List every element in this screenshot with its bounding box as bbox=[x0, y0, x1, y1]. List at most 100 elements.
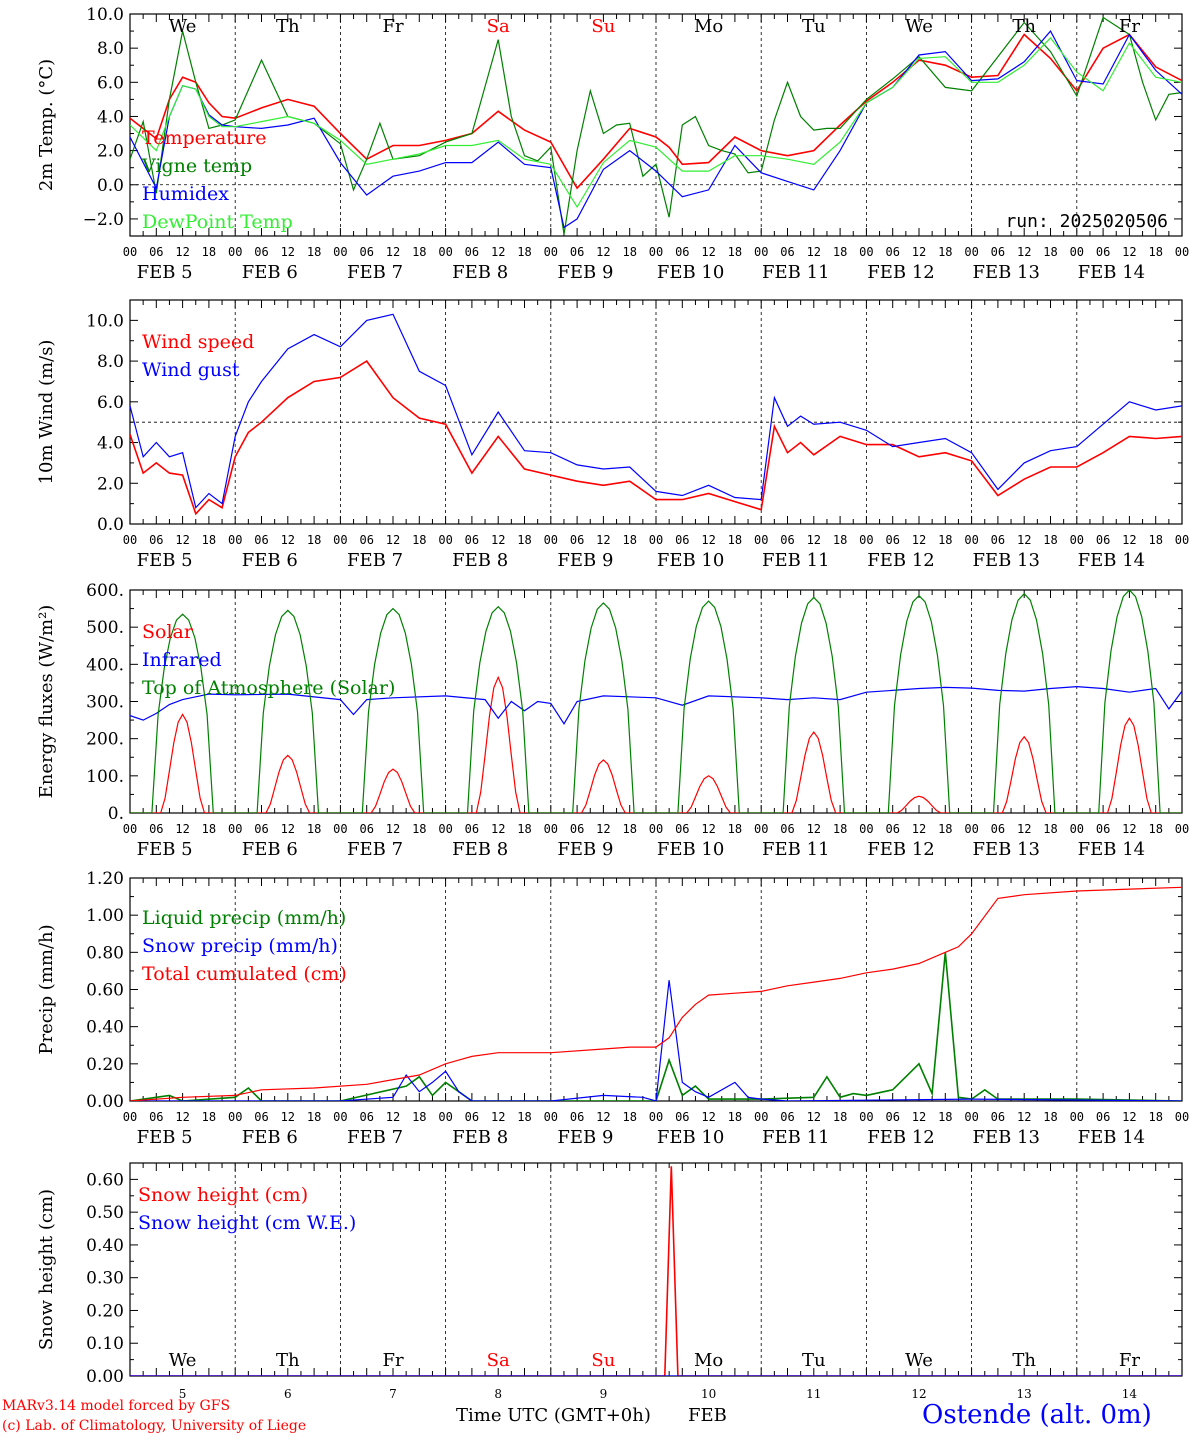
x-tick-label: 00 bbox=[1175, 245, 1189, 259]
y-tick-label: 0.0 bbox=[97, 515, 124, 535]
x-tick-label: 12 bbox=[1017, 245, 1031, 259]
x-date-label: FEB 8 bbox=[452, 839, 508, 860]
x-tick-label: 18 bbox=[622, 1110, 636, 1124]
x-tick-label: 18 bbox=[307, 533, 321, 547]
x-tick-label: 12 bbox=[807, 533, 821, 547]
day-name: Th bbox=[1012, 1350, 1036, 1371]
panel-1-frame bbox=[129, 299, 1183, 525]
x-tick-label: 06 bbox=[780, 822, 794, 836]
x-date-label: FEB 5 bbox=[137, 262, 193, 283]
x-date-label: FEB 9 bbox=[557, 550, 613, 571]
x-tick-label: 06 bbox=[780, 245, 794, 259]
credit-line-1: MARv3.14 model forced by GFS bbox=[2, 1398, 231, 1414]
x-tick-label: 06 bbox=[1096, 1110, 1110, 1124]
day-number: 14 bbox=[1122, 1387, 1138, 1401]
legend-item: Solar bbox=[142, 621, 194, 643]
x-date-label: FEB 5 bbox=[137, 550, 193, 571]
y-tick-label: 2.0 bbox=[97, 142, 124, 162]
x-tick-label: 18 bbox=[202, 1110, 216, 1124]
x-tick-label: 06 bbox=[149, 245, 163, 259]
legend-item: Vigne temp bbox=[141, 155, 252, 177]
y-tick-label: 0. bbox=[108, 804, 124, 824]
x-tick-label: 00 bbox=[1175, 1110, 1189, 1124]
day-name: Th bbox=[276, 1350, 300, 1371]
x-tick-label: 18 bbox=[307, 822, 321, 836]
x-tick-label: 06 bbox=[465, 822, 479, 836]
y-tick-label: 600. bbox=[86, 581, 124, 601]
panel-2-frame bbox=[129, 589, 1183, 814]
y-tick-label: 0.40 bbox=[86, 1236, 124, 1256]
x-date-label: FEB 7 bbox=[347, 550, 403, 571]
credit-line-2: (c) Lab. of Climatology, University of L… bbox=[2, 1418, 307, 1434]
x-tick-label: 12 bbox=[1122, 245, 1136, 259]
x-tick-label: 00 bbox=[123, 245, 137, 259]
x-tick-label: 18 bbox=[202, 245, 216, 259]
y-tick-label: 0.30 bbox=[86, 1269, 124, 1289]
x-date-label: FEB 14 bbox=[1078, 262, 1145, 283]
x-tick-label: 06 bbox=[465, 1110, 479, 1124]
x-tick-label: 06 bbox=[885, 1110, 899, 1124]
x-tick-label: 12 bbox=[701, 1110, 715, 1124]
x-tick-label: 18 bbox=[307, 245, 321, 259]
x-tick-label: 06 bbox=[359, 245, 373, 259]
x-date-label: FEB 8 bbox=[452, 262, 508, 283]
x-tick-label: 12 bbox=[807, 245, 821, 259]
x-date-label: FEB 13 bbox=[972, 262, 1039, 283]
x-date-label: FEB 12 bbox=[867, 1127, 934, 1148]
x-tick-label: 12 bbox=[175, 245, 189, 259]
x-date-label: FEB 6 bbox=[242, 839, 298, 860]
x-tick-label: 18 bbox=[1148, 245, 1162, 259]
x-tick-label: 06 bbox=[254, 245, 268, 259]
y-axis-label: 10m Wind (m/s) bbox=[36, 340, 57, 485]
x-tick-label: 12 bbox=[701, 533, 715, 547]
y-axis-label: Snow height (cm) bbox=[36, 1189, 57, 1350]
x-tick-label: 18 bbox=[833, 533, 847, 547]
day-number: 13 bbox=[1017, 1387, 1032, 1401]
day-name: Sa bbox=[487, 1350, 510, 1371]
day-name: Fr bbox=[1119, 16, 1140, 37]
x-date-label: FEB 12 bbox=[867, 550, 934, 571]
series-temperature bbox=[130, 33, 1182, 190]
day-number: 5 bbox=[179, 1387, 187, 1401]
x-date-label: FEB 14 bbox=[1078, 1127, 1145, 1148]
x-tick-label: 00 bbox=[228, 245, 242, 259]
y-tick-label: 0.80 bbox=[86, 943, 124, 963]
x-date-label: FEB 7 bbox=[347, 262, 403, 283]
x-date-label: FEB 14 bbox=[1078, 839, 1145, 860]
x-date-label: FEB 9 bbox=[557, 1127, 613, 1148]
legend-item: Total cumulated (cm) bbox=[142, 963, 347, 985]
legend-item: Snow precip (mm/h) bbox=[142, 935, 338, 957]
x-tick-label: 12 bbox=[386, 533, 400, 547]
x-tick-label: 06 bbox=[465, 533, 479, 547]
x-tick-label: 12 bbox=[491, 1110, 505, 1124]
day-number: 9 bbox=[600, 1387, 608, 1401]
y-tick-label: 8.0 bbox=[97, 352, 124, 372]
x-tick-label: 12 bbox=[491, 245, 505, 259]
day-name: Fr bbox=[382, 1350, 403, 1371]
x-tick-label: 06 bbox=[885, 822, 899, 836]
x-tick-label: 00 bbox=[649, 533, 663, 547]
day-name: Tu bbox=[802, 1350, 826, 1371]
series-infrared bbox=[130, 685, 1182, 725]
y-tick-label: 0.50 bbox=[86, 1203, 124, 1223]
x-tick-label: 06 bbox=[780, 533, 794, 547]
x-date-label: FEB 13 bbox=[972, 839, 1039, 860]
x-tick-label: 12 bbox=[1017, 533, 1031, 547]
x-date-label: FEB 14 bbox=[1078, 550, 1145, 571]
x-tick-label: 12 bbox=[596, 1110, 610, 1124]
day-number: 11 bbox=[806, 1387, 821, 1401]
x-date-label: FEB 8 bbox=[452, 550, 508, 571]
legend-item: Liquid precip (mm/h) bbox=[142, 907, 346, 929]
x-tick-label: 00 bbox=[964, 245, 978, 259]
x-tick-label: 12 bbox=[281, 822, 295, 836]
x-tick-label: 06 bbox=[149, 822, 163, 836]
x-tick-label: 00 bbox=[1070, 533, 1084, 547]
x-date-label: FEB 13 bbox=[972, 1127, 1039, 1148]
y-tick-label: 2.0 bbox=[97, 474, 124, 494]
y-tick-label: 300. bbox=[86, 693, 124, 713]
x-tick-label: 18 bbox=[1148, 822, 1162, 836]
x-tick-label: 12 bbox=[701, 245, 715, 259]
x-tick-label: 00 bbox=[1175, 822, 1189, 836]
x-tick-label: 00 bbox=[649, 822, 663, 836]
day-name: We bbox=[905, 1350, 933, 1371]
